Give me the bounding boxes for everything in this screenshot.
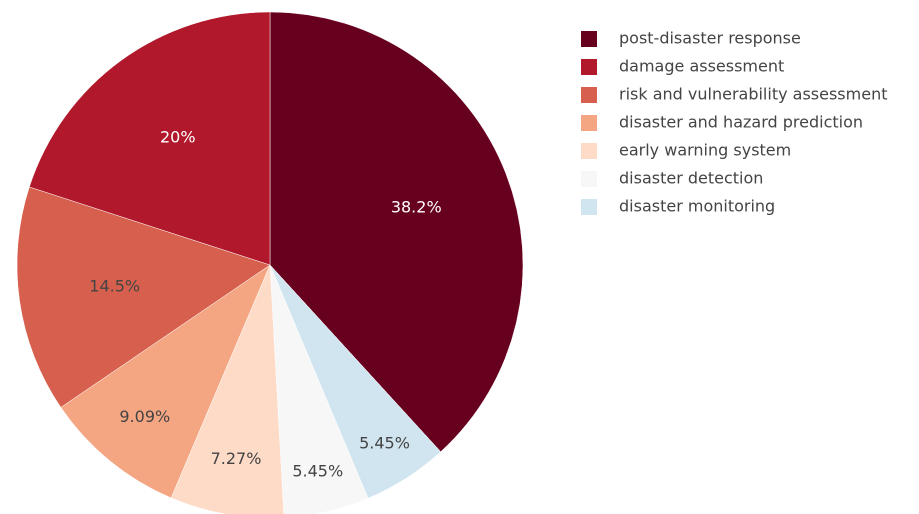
- pie-slice-disaster-and-hazard-prediction: [60, 264, 271, 499]
- legend-swatch: [581, 87, 597, 103]
- pie-slice-risk-and-vulnerability-assessment: [16, 186, 271, 408]
- legend-label: risk and vulnerability assessment: [619, 85, 887, 104]
- slice-label-post-disaster-response: 38.2%: [391, 198, 442, 217]
- legend-swatch: [581, 199, 597, 215]
- slice-label-damage-assessment: 20%: [160, 128, 196, 147]
- legend-item-risk-and-vulnerability-assessment[interactable]: risk and vulnerability assessment: [581, 85, 887, 104]
- pie-slice-labels: 38.2% 5.45% 5.45% 7.27% 9.09% 14.5% 20%: [89, 128, 441, 481]
- legend-item-disaster-and-hazard-prediction[interactable]: disaster and hazard prediction: [581, 113, 863, 132]
- pie-slice-early-warning-system: [170, 264, 285, 514]
- legend-item-disaster-detection[interactable]: disaster detection: [581, 169, 763, 188]
- legend-label: early warning system: [619, 141, 791, 160]
- legend-item-early-warning-system[interactable]: early warning system: [581, 141, 791, 160]
- legend-label: post-disaster response: [619, 29, 801, 48]
- legend-label: damage assessment: [619, 57, 784, 76]
- legend-swatch: [581, 143, 597, 159]
- pie-slice-damage-assessment: [29, 11, 271, 266]
- legend: post-disaster response damage assessment r…: [581, 29, 887, 216]
- legend-label: disaster and hazard prediction: [619, 113, 863, 132]
- legend-swatch: [581, 171, 597, 187]
- legend-swatch: [581, 59, 597, 75]
- slice-label-risk-and-vulnerability-assessment: 14.5%: [89, 277, 140, 296]
- pie-slice-disaster-detection: [269, 264, 369, 514]
- slice-label-early-warning-system: 7.27%: [211, 449, 262, 468]
- legend-swatch: [581, 31, 597, 47]
- slice-label-disaster-and-hazard-prediction: 9.09%: [119, 407, 170, 426]
- legend-item-damage-assessment[interactable]: damage assessment: [581, 57, 784, 76]
- legend-item-post-disaster-response[interactable]: post-disaster response: [581, 29, 801, 48]
- legend-swatch: [581, 115, 597, 131]
- pie-slice-post-disaster-response: [269, 11, 524, 453]
- legend-label: disaster detection: [619, 169, 763, 188]
- slice-label-disaster-monitoring: 5.45%: [359, 434, 410, 453]
- legend-label: disaster monitoring: [619, 197, 775, 216]
- slice-label-disaster-detection: 5.45%: [292, 462, 343, 481]
- pie-slices: [16, 11, 524, 514]
- legend-item-disaster-monitoring[interactable]: disaster monitoring: [581, 197, 775, 216]
